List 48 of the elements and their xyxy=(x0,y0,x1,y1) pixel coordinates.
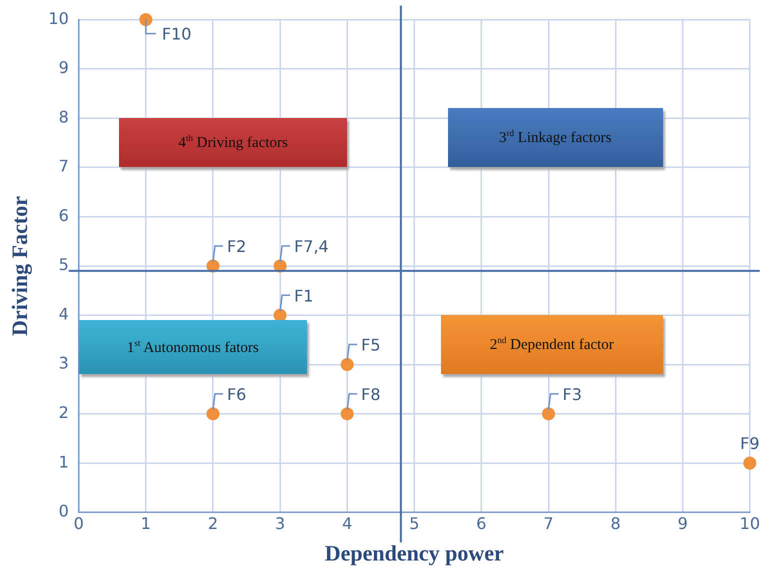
y-tick-label: 3 xyxy=(58,354,69,373)
y-tick-label: 0 xyxy=(58,502,69,521)
label-box: 2$^{nd}$ Dependent factor xyxy=(441,315,663,374)
x-tick-label: 1 xyxy=(140,514,151,534)
y-tick-label: 4 xyxy=(58,304,69,324)
annotation: F8 xyxy=(361,384,381,404)
point xyxy=(340,407,354,420)
label-box: 3$^{rd}$ Linkage factors xyxy=(448,108,663,168)
annotation: F6 xyxy=(226,384,246,404)
point xyxy=(340,358,354,372)
y-tick-label: 5 xyxy=(58,255,69,274)
y-tick-label: 10 xyxy=(48,8,69,28)
annotation: F2 xyxy=(226,237,246,256)
y-tick-label: 2 xyxy=(58,402,69,422)
y-tick-label: 1 xyxy=(58,452,69,472)
y-tick-label: 7 xyxy=(58,156,69,176)
x-tick-label: 0 xyxy=(74,514,84,534)
annotation: F10 xyxy=(162,24,192,44)
point xyxy=(206,407,220,420)
x-tick-label: 5 xyxy=(409,514,420,534)
x-tick-label: 8 xyxy=(610,514,621,534)
x-tick-label: 10 xyxy=(740,514,760,534)
point xyxy=(743,456,756,470)
x-tick-label: 2 xyxy=(208,514,218,534)
y-tick-label: 9 xyxy=(58,58,69,78)
y-tick-label: 6 xyxy=(58,206,69,225)
annotation: F5 xyxy=(361,336,381,355)
annotation: F1 xyxy=(294,286,314,306)
x-tick-label: 9 xyxy=(678,514,688,534)
x-tick-label: 3 xyxy=(274,514,286,534)
x-tick-label: 4 xyxy=(342,514,352,534)
annotation: 1$^{st}$ Autonomous fators xyxy=(126,338,259,357)
x-tick-label: 6 xyxy=(476,514,486,534)
point xyxy=(139,13,152,26)
x-tick-label: 7 xyxy=(543,514,554,534)
y-axis-title: Driving Factor xyxy=(6,196,32,336)
annotation: 4$^{th}$ Driving factors xyxy=(178,133,288,152)
annotation: F9 xyxy=(740,434,760,454)
label-box: 1$^{st}$ Autonomous fators xyxy=(78,320,307,374)
annotation: 3$^{rd}$ Linkage factors xyxy=(498,128,612,148)
annotation: 2$^{nd}$ Dependent factor xyxy=(490,335,614,354)
label-box: 4$^{th}$ Driving factors xyxy=(119,118,348,168)
annotation: F7,4 xyxy=(294,237,329,256)
point xyxy=(274,308,287,322)
point xyxy=(542,407,555,420)
annotation: F3 xyxy=(562,384,582,404)
x-axis-title: Dependency power xyxy=(324,540,504,566)
y-tick-label: 8 xyxy=(58,107,69,126)
